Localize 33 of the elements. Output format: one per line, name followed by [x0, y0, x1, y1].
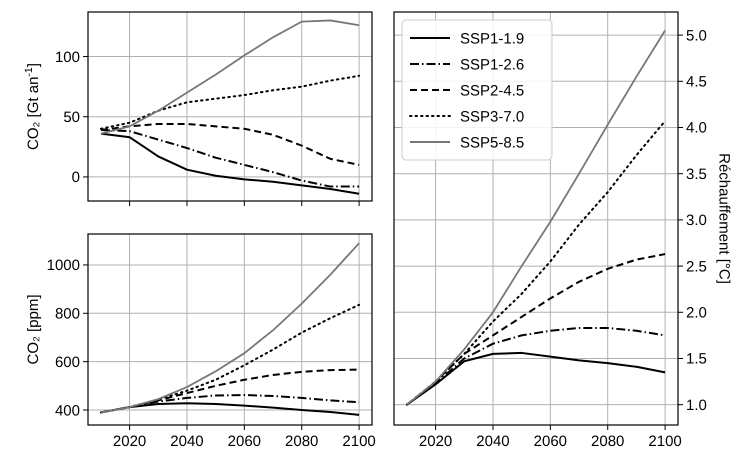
y2-tick-label: 3.0 [686, 212, 707, 230]
y-tick-label: 800 [54, 306, 80, 323]
y-tick-label: 100 [54, 48, 80, 66]
y2-tick-label: 1.0 [686, 396, 707, 414]
y2-tick-label: 2.5 [686, 258, 707, 276]
y2-tick-label: 1.5 [686, 350, 707, 368]
x-tick-label: 2020 [418, 433, 452, 450]
y2-tick-label: 5.0 [686, 27, 707, 44]
legend-label: SSP1-2.6 [460, 56, 524, 74]
y-tick-label: 50 [63, 108, 80, 126]
x-tick-label: 2060 [534, 433, 568, 450]
y2-tick-label: 4.0 [686, 120, 707, 137]
x-tick-label: 2080 [285, 433, 318, 450]
x-tick-label: 2060 [228, 433, 262, 450]
legend-label: SSP1-1.9 [460, 30, 524, 48]
y-tick-label: 0 [72, 169, 80, 186]
y-tick-label: 1000 [46, 257, 80, 274]
x-tick-label: 2040 [170, 433, 204, 450]
x-tick-label: 2080 [591, 433, 624, 450]
legend-label: SSP2-4.5 [460, 82, 524, 100]
x-tick-label: 2100 [342, 433, 376, 450]
y2-tick-label: 4.5 [686, 74, 707, 91]
y2-tick-label: 3.5 [686, 166, 707, 183]
legend-label: SSP5-8.5 [460, 134, 524, 152]
y2-tick-label: 2.0 [686, 304, 707, 322]
y-tick-label: 400 [54, 402, 80, 420]
y2-axis-title: Réchauffement [°C] [716, 153, 732, 284]
y-tick-label: 600 [54, 354, 80, 371]
x-tick-label: 2100 [648, 433, 682, 450]
x-tick-label: 2040 [476, 433, 510, 450]
legend-label: SSP3-7.0 [460, 108, 524, 126]
y-axis-title: CO₂ [ppm] [25, 294, 42, 365]
x-tick-label: 2020 [112, 433, 146, 450]
